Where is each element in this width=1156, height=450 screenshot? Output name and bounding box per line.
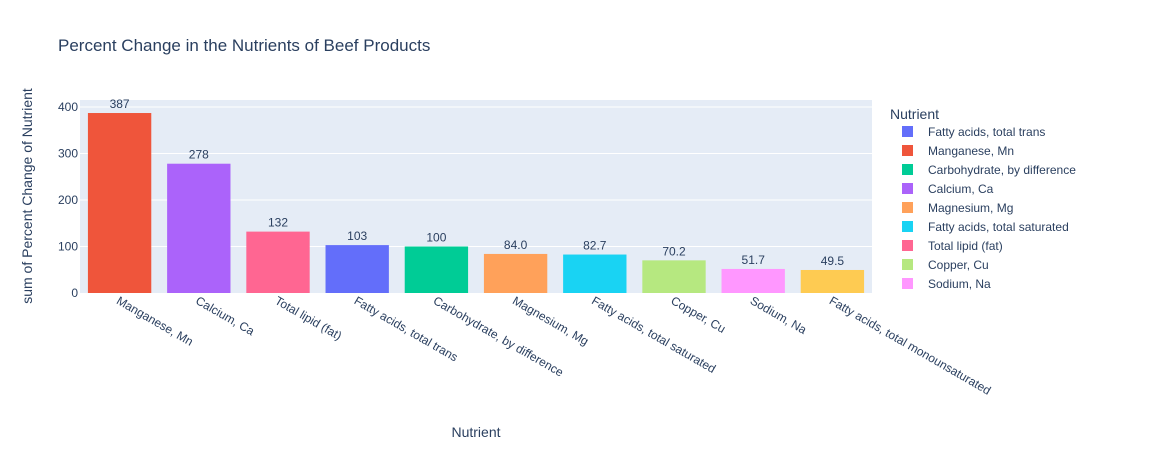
y-tick-label: 100 [58, 239, 78, 253]
legend-swatch [902, 145, 913, 156]
bar-value-label: 387 [110, 97, 130, 111]
legend-title: Nutrient [890, 106, 939, 122]
legend-swatch [902, 183, 913, 194]
legend-item[interactable]: Manganese, Mn [902, 144, 1014, 158]
x-tick-label: Copper, Cu [669, 293, 729, 335]
x-tick-label: Total lipid (fat) [273, 293, 345, 342]
legend-label: Sodium, Na [928, 277, 991, 291]
legend-label: Total lipid (fat) [928, 239, 1003, 253]
bar-value-label: 100 [426, 230, 446, 244]
bar-value-label: 49.5 [821, 254, 845, 268]
legend-swatch [902, 202, 913, 213]
x-tick-label: Calcium, Ca [193, 293, 257, 338]
y-tick-label: 300 [58, 146, 78, 160]
bar[interactable] [87, 113, 152, 293]
bar[interactable] [642, 260, 706, 293]
x-tick-label: Fatty acids, total monounsaturated [827, 293, 993, 397]
x-tick-label: Sodium, Na [748, 293, 810, 337]
legend-label: Manganese, Mn [928, 144, 1014, 158]
bar-value-label: 51.7 [742, 253, 766, 267]
legend-swatch [902, 259, 913, 270]
legend-item[interactable]: Sodium, Na [902, 277, 991, 291]
legend-label: Calcium, Ca [928, 182, 994, 196]
bar-value-label: 84.0 [504, 238, 528, 252]
legend-label: Copper, Cu [928, 258, 989, 272]
legend-swatch [902, 126, 913, 137]
bar[interactable] [325, 245, 389, 293]
bar[interactable] [721, 268, 785, 293]
bar-value-label: 82.7 [583, 239, 607, 253]
x-tick-label: Magnesium, Mg [510, 293, 591, 348]
legend-label: Fatty acids, total trans [928, 125, 1045, 139]
y-axis-ticks: 0 100 200 300 400 [58, 100, 78, 300]
legend: Nutrient Fatty acids, total trans Mangane… [890, 106, 1076, 291]
legend-label: Fatty acids, total saturated [928, 220, 1069, 234]
legend-items: Fatty acids, total trans Manganese, Mn Car… [902, 125, 1076, 291]
legend-swatch [902, 221, 913, 232]
bar[interactable] [800, 269, 865, 293]
legend-item[interactable]: Total lipid (fat) [902, 239, 1003, 253]
legend-item[interactable]: Copper, Cu [902, 258, 989, 272]
bar[interactable] [167, 163, 231, 293]
x-axis-title: Nutrient [451, 424, 500, 440]
y-tick-label: 0 [71, 286, 78, 300]
legend-swatch [902, 240, 913, 251]
x-tick-label: Manganese, Mn [114, 293, 196, 348]
legend-label: Magnesium, Mg [928, 201, 1013, 215]
bar[interactable] [246, 231, 310, 293]
chart-title: Percent Change in the Nutrients of Beef … [58, 36, 430, 55]
legend-label: Carbohydrate, by difference [928, 163, 1076, 177]
bar[interactable] [404, 246, 469, 293]
legend-item[interactable]: Fatty acids, total saturated [902, 220, 1069, 234]
y-tick-label: 400 [58, 100, 78, 114]
y-tick-label: 200 [58, 193, 78, 207]
bars [87, 113, 865, 293]
bar-value-label: 103 [347, 229, 367, 243]
bar-value-label: 132 [268, 216, 288, 230]
bar-value-label: 70.2 [662, 244, 686, 258]
y-axis-title: sum of Percent Change of Nutrient [19, 88, 35, 304]
legend-item[interactable]: Calcium, Ca [902, 182, 994, 196]
data-labels: 387 278 132 103 100 84.0 82.7 70.2 51.7 49.5 [110, 97, 845, 268]
legend-item[interactable]: Magnesium, Mg [902, 201, 1013, 215]
legend-item[interactable]: Carbohydrate, by difference [902, 163, 1076, 177]
bar[interactable] [483, 253, 548, 293]
legend-swatch [902, 164, 913, 175]
legend-item[interactable]: Fatty acids, total trans [902, 125, 1045, 139]
x-tick-label: Carbohydrate, by difference [431, 293, 566, 379]
bar[interactable] [563, 254, 627, 293]
legend-swatch [902, 278, 913, 289]
bar-value-label: 278 [189, 148, 209, 162]
